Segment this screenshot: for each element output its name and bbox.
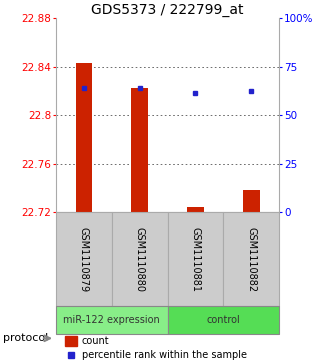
Bar (187, 207, 204, 212)
Bar (131, 89, 148, 212)
Bar (65, 336, 77, 346)
Bar (56, 212, 112, 306)
Title: GDS5373 / 222799_at: GDS5373 / 222799_at (91, 3, 244, 17)
Text: percentile rank within the sample: percentile rank within the sample (82, 350, 247, 360)
Bar (112, 212, 168, 306)
Text: GSM1110880: GSM1110880 (135, 227, 145, 292)
Text: control: control (206, 315, 240, 325)
Bar (56, 306, 168, 334)
Text: count: count (82, 336, 109, 346)
Bar (243, 190, 260, 212)
Text: miR-122 expression: miR-122 expression (63, 315, 160, 325)
Bar (223, 212, 279, 306)
Bar (76, 63, 92, 212)
Bar (168, 212, 223, 306)
Text: protocol: protocol (3, 333, 48, 343)
Text: GSM1110879: GSM1110879 (79, 227, 89, 292)
Bar (168, 306, 279, 334)
Text: GSM1110882: GSM1110882 (246, 227, 256, 292)
Text: GSM1110881: GSM1110881 (190, 227, 200, 292)
